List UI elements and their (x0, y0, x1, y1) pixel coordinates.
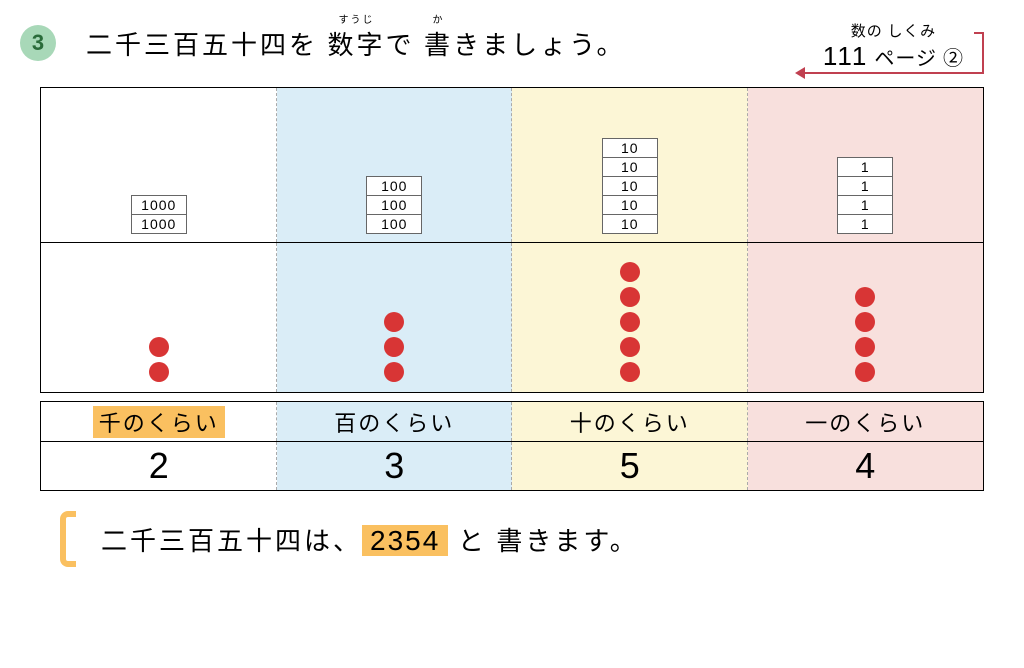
question-number-badge: 3 (20, 25, 56, 61)
answer-text: 二千三百五十四は、2354 と 書きます。 (101, 521, 639, 558)
ref-underline (803, 72, 984, 74)
value-tile: 1 (837, 195, 893, 215)
value-tile: 1 (837, 157, 893, 177)
dots-cell (512, 243, 748, 392)
value-tile: 1000 (131, 214, 187, 234)
dot-icon (855, 312, 875, 332)
dot-icon (149, 362, 169, 382)
place-label: 一のくらい (748, 402, 984, 441)
question-text: 二千三百五十四を すうじ数字で か書きましょう。 (86, 25, 626, 62)
dot-icon (855, 337, 875, 357)
place-digit: 2 (41, 442, 277, 490)
tiles-cell: 1111 (748, 88, 984, 242)
value-tile: 1 (837, 214, 893, 234)
place-digit: 4 (748, 442, 984, 490)
dots-cell (41, 243, 277, 392)
dot-icon (384, 337, 404, 357)
dot-icon (620, 287, 640, 307)
ref-page: 111 ページ ② (823, 41, 964, 72)
dot-icon (620, 262, 640, 282)
place-label: 千のくらい (41, 402, 277, 441)
value-tile: 1 (837, 176, 893, 196)
value-tile: 1000 (131, 195, 187, 215)
place-digit: 3 (277, 442, 513, 490)
dot-icon (855, 362, 875, 382)
place-value-grid-top: 1000100010010010010101010101111 (40, 87, 984, 393)
dot-icon (855, 287, 875, 307)
dot-icon (149, 337, 169, 357)
dots-cell (748, 243, 984, 392)
page-reference: 数の しくみ 111 ページ ② (813, 20, 984, 72)
row-labels: 千のくらい百のくらい十のくらい一のくらい (41, 402, 983, 442)
value-tile: 10 (602, 195, 658, 215)
ref-page-suffix: ページ ② (874, 48, 964, 70)
place-label: 百のくらい (277, 402, 513, 441)
answer-bracket-icon (60, 511, 76, 567)
answer-area: 二千三百五十四は、2354 と 書きます。 (60, 511, 1004, 567)
value-tile: 10 (602, 157, 658, 177)
dot-icon (384, 312, 404, 332)
value-tile: 10 (602, 138, 658, 158)
tiles-cell: 10001000 (41, 88, 277, 242)
ref-page-number: 111 (823, 41, 869, 71)
ref-title: 数の しくみ (823, 20, 964, 41)
value-tile: 100 (366, 195, 422, 215)
row-dots (41, 243, 983, 393)
value-tile: 100 (366, 176, 422, 196)
tiles-cell: 100100100 (277, 88, 513, 242)
dots-cell (277, 243, 513, 392)
row-digits: 2354 (41, 442, 983, 490)
dot-icon (384, 362, 404, 382)
dot-icon (620, 362, 640, 382)
place-digit: 5 (512, 442, 748, 490)
place-value-grid-bottom: 千のくらい百のくらい十のくらい一のくらい 2354 (40, 401, 984, 491)
question-header: 3 二千三百五十四を すうじ数字で か書きましょう。 数の しくみ 111 ペー… (20, 10, 1004, 62)
ref-hook-vert (982, 34, 984, 74)
dot-icon (620, 312, 640, 332)
value-tile: 100 (366, 214, 422, 234)
value-tile: 10 (602, 214, 658, 234)
value-tile: 10 (602, 176, 658, 196)
ref-hook-horz (974, 32, 984, 34)
dot-icon (620, 337, 640, 357)
row-tiles: 1000100010010010010101010101111 (41, 88, 983, 243)
place-label: 十のくらい (512, 402, 748, 441)
tiles-cell: 1010101010 (512, 88, 748, 242)
ref-arrow-icon (795, 67, 805, 79)
